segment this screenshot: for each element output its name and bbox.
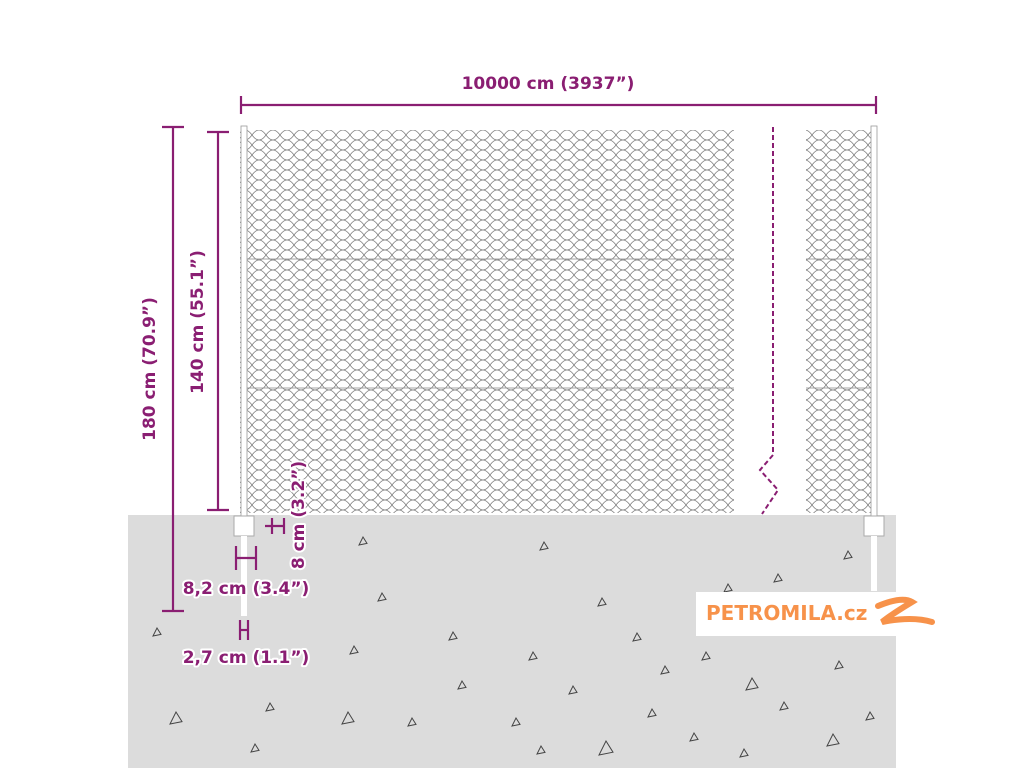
watermark-logo: PETROMILA.cz (696, 592, 935, 636)
stone (843, 549, 853, 560)
stone (358, 535, 368, 546)
fence-height-label: 140 cm (55.1”) (188, 250, 208, 394)
stone (407, 716, 417, 727)
stone (341, 710, 355, 725)
break-line (758, 127, 780, 515)
brush-stroke-icon (875, 596, 935, 625)
stone (597, 596, 607, 607)
stone (349, 644, 359, 655)
stone (723, 582, 733, 593)
stone (250, 742, 260, 753)
stone (739, 747, 749, 758)
stone (826, 732, 840, 747)
post-right (863, 125, 885, 591)
dimension-lines (162, 96, 878, 640)
bracket-height-label: 8 cm (3.2”) (289, 461, 309, 569)
stone (511, 716, 521, 727)
stone (536, 744, 546, 755)
stone (647, 707, 657, 718)
stone (528, 650, 538, 661)
stone (457, 679, 467, 690)
stone (632, 631, 642, 642)
fence-mesh-main (240, 130, 734, 513)
stone (689, 731, 699, 742)
stone (448, 630, 458, 641)
stone (568, 684, 578, 695)
fence-mesh-end (806, 130, 877, 513)
stone (745, 676, 759, 691)
tension-wires (240, 258, 877, 389)
stone (779, 700, 789, 711)
stone (834, 659, 844, 670)
total-height-label: 180 cm (70.9”) (140, 297, 160, 441)
stone (701, 650, 711, 661)
post-left (233, 125, 255, 616)
stone (265, 701, 275, 712)
stone (865, 710, 875, 721)
stone (598, 739, 614, 756)
stone (169, 710, 183, 725)
ground-stones (152, 535, 875, 758)
stone (152, 626, 162, 637)
stone (377, 591, 387, 602)
post-width-label: 8,2 cm (3.4”) (183, 579, 310, 599)
stone (539, 540, 549, 551)
stone (660, 664, 670, 675)
length-label: 10000 cm (3937”) (462, 74, 635, 94)
watermark-text: PETROMILA.cz (706, 601, 868, 625)
stone (773, 572, 783, 583)
post-thickness-label: 2,7 cm (1.1”) (183, 648, 310, 668)
